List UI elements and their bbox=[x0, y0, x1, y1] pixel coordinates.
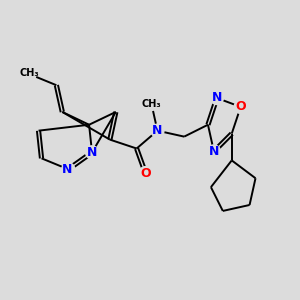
Text: N: N bbox=[212, 92, 222, 104]
Circle shape bbox=[62, 163, 75, 176]
Circle shape bbox=[139, 167, 152, 180]
Text: N: N bbox=[152, 124, 163, 137]
Text: CH₃: CH₃ bbox=[20, 68, 39, 78]
Circle shape bbox=[207, 145, 220, 158]
Circle shape bbox=[234, 100, 247, 113]
Text: O: O bbox=[235, 100, 246, 113]
Text: O: O bbox=[140, 167, 151, 180]
Circle shape bbox=[151, 124, 164, 137]
Circle shape bbox=[85, 146, 99, 159]
Circle shape bbox=[23, 68, 36, 81]
Text: CH₃: CH₃ bbox=[142, 99, 161, 109]
Text: N: N bbox=[87, 146, 97, 159]
Circle shape bbox=[210, 92, 224, 104]
Text: N: N bbox=[209, 145, 219, 158]
Text: N: N bbox=[61, 163, 72, 176]
Circle shape bbox=[145, 98, 158, 110]
